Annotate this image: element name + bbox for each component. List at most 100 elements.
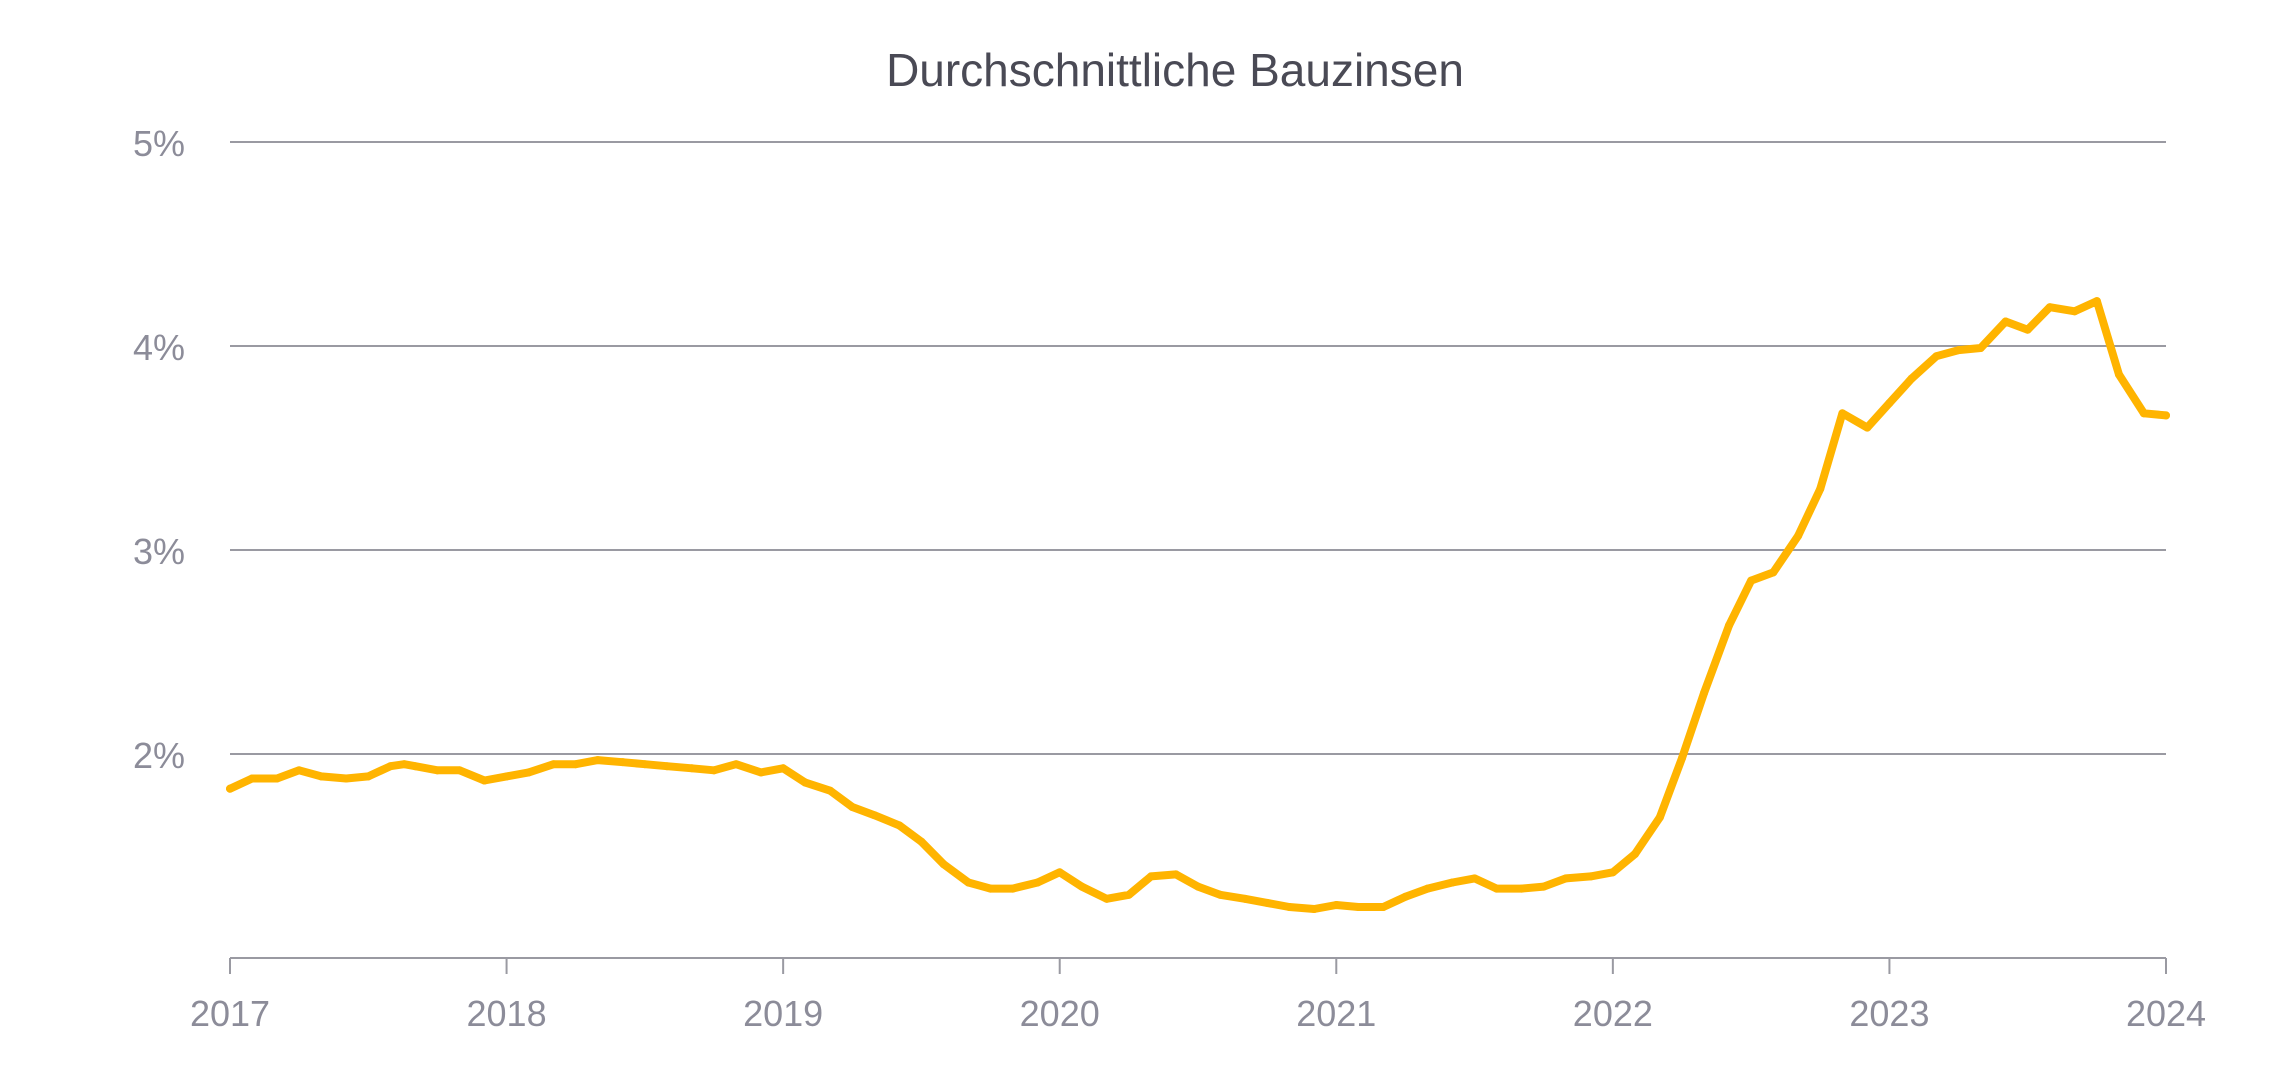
y-tick-label: 4%: [133, 327, 185, 368]
data-point: [895, 821, 904, 830]
data-point: [870, 811, 879, 820]
data-point: [1055, 868, 1064, 877]
x-tick-label: 2021: [1296, 993, 1376, 1034]
data-point: [1678, 754, 1686, 763]
data-point: [1008, 884, 1017, 893]
x-tick-label: 2017: [190, 993, 270, 1034]
y-tick-label: 5%: [133, 123, 185, 164]
data-point: [1630, 849, 1639, 858]
data-point: [593, 756, 602, 765]
data-point: [826, 786, 835, 795]
data-point: [342, 774, 351, 783]
data-point: [1907, 374, 1916, 383]
data-point: [1310, 905, 1319, 914]
data-point: [2139, 409, 2148, 418]
data-point: [1794, 531, 1803, 540]
data-point: [455, 766, 464, 775]
data-point: [1539, 882, 1548, 891]
series-line: [226, 297, 2170, 913]
data-point: [1655, 813, 1664, 822]
data-point: [1077, 882, 1086, 891]
data-point: [1146, 872, 1155, 881]
data-point: [1700, 688, 1709, 697]
data-point: [1492, 884, 1501, 893]
data-point: [2070, 307, 2079, 316]
data-point: [1263, 898, 1272, 907]
data-point: [433, 766, 442, 775]
y-axis: 2% 3% 4% 5%: [133, 123, 185, 776]
data-point: [1932, 352, 1941, 361]
x-tick-label: 2020: [1020, 993, 1100, 1034]
data-point: [1124, 890, 1133, 899]
data-point: [640, 760, 649, 769]
data-point: [1561, 874, 1570, 883]
chart-title: Durchschnittliche Bauzinsen: [886, 44, 1464, 96]
data-point: [1976, 344, 1985, 353]
data-point: [571, 760, 580, 769]
data-point: [364, 772, 373, 781]
x-tick-labels: 2017 2018 2019 2020 2021 2022 2023 2024: [190, 993, 2206, 1034]
data-point: [986, 884, 995, 893]
data-point: [1586, 872, 1595, 881]
data-point: [2045, 303, 2054, 312]
data-point: [1608, 868, 1617, 877]
data-point: [2114, 370, 2123, 379]
data-point: [411, 762, 420, 771]
data-point: [1423, 884, 1432, 893]
data-point: [1470, 874, 1479, 883]
data-point: [226, 784, 234, 793]
data-point: [1241, 894, 1250, 903]
data-point: [757, 768, 766, 777]
data-point: [1332, 900, 1341, 909]
data-point: [480, 776, 489, 785]
data-point: [549, 760, 558, 769]
data-point: [662, 762, 671, 771]
data-point: [1033, 878, 1042, 887]
data-point: [732, 760, 741, 769]
x-tick-label: 2023: [1849, 993, 1929, 1034]
data-point: [1379, 903, 1388, 911]
data-point: [964, 878, 973, 887]
data-point: [1102, 894, 1111, 903]
data-point: [317, 772, 326, 781]
data-point: [524, 768, 533, 777]
x-tick-label: 2024: [2126, 993, 2206, 1034]
data-point: [917, 837, 926, 846]
data-point: [1747, 576, 1756, 585]
data-point: [273, 774, 282, 783]
data-point: [2092, 297, 2101, 306]
data-point: [295, 766, 304, 775]
data-point: [801, 778, 810, 787]
x-axis: [229, 957, 2167, 974]
data-point: [687, 764, 696, 773]
data-point: [1448, 878, 1457, 887]
data-point: [502, 772, 511, 781]
data-point: [710, 766, 718, 775]
data-point: [1816, 484, 1825, 493]
data-point: [1401, 892, 1410, 901]
data-point: [939, 860, 948, 869]
data-point: [386, 762, 395, 771]
data-point: [1171, 870, 1180, 879]
x-tick-label: 2019: [743, 993, 823, 1034]
data-point: [1954, 346, 1963, 355]
data-point: [618, 758, 627, 767]
data-point: [1354, 903, 1363, 911]
data-point: [1885, 399, 1894, 408]
series-layer: [226, 297, 2170, 914]
data-point: [248, 774, 257, 783]
data-point: [1194, 882, 1202, 891]
data-point: [2162, 411, 2170, 420]
data-point: [1769, 568, 1778, 577]
data-point: [400, 760, 409, 769]
data-point: [2001, 317, 2010, 326]
data-point: [1863, 423, 1872, 432]
data-point: [2023, 325, 2032, 334]
data-point: [1285, 903, 1294, 911]
data-point: [1517, 884, 1526, 893]
y-tick-label: 3%: [133, 531, 185, 572]
data-point: [1838, 409, 1847, 418]
data-point: [1725, 621, 1734, 630]
